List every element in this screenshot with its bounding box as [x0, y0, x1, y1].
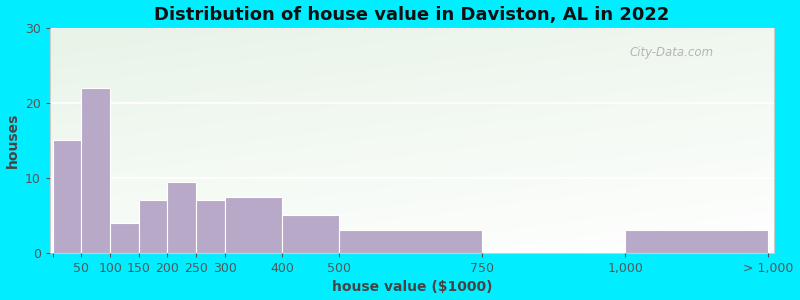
Bar [82, 88, 110, 253]
Bar [53, 140, 82, 253]
Title: Distribution of house value in Daviston, AL in 2022: Distribution of house value in Daviston,… [154, 6, 670, 24]
Bar [282, 215, 339, 253]
Bar [626, 230, 769, 253]
Bar [138, 200, 167, 253]
Bar [196, 200, 225, 253]
Text: City-Data.com: City-Data.com [630, 46, 714, 59]
Y-axis label: houses: houses [6, 113, 19, 168]
Bar [167, 182, 196, 253]
X-axis label: house value ($1000): house value ($1000) [332, 280, 492, 294]
Bar [110, 223, 138, 253]
Bar [225, 196, 282, 253]
Bar [339, 230, 482, 253]
